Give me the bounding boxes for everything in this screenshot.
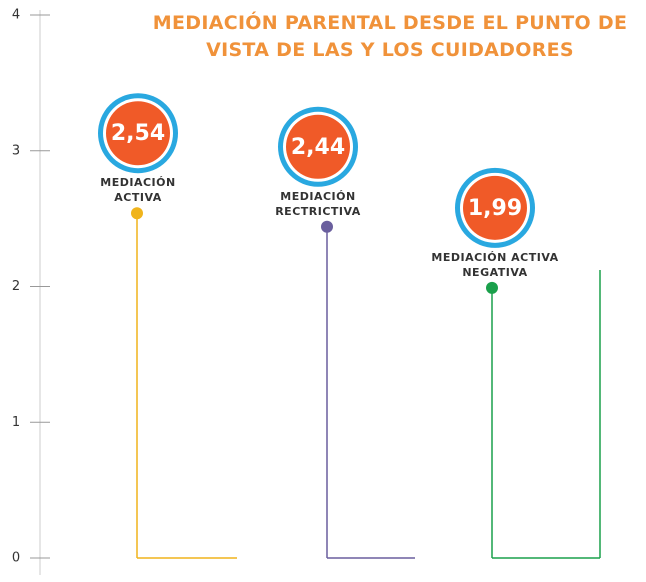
category-label: MEDIACIÓN ACTIVA [100,176,176,205]
y-tick-label: 0 [12,551,20,566]
dot [321,220,333,233]
chart-title: MEDIACIÓN PARENTAL DESDE EL PUNTO DE VIS… [152,12,628,61]
category-label: MEDIACIÓN RECTRICTIVA [275,189,361,218]
value-label: 1,99 [468,196,522,221]
dot [131,207,143,220]
y-tick-label: 3 [12,143,20,158]
dot [486,281,498,294]
value-label: 2,44 [291,135,345,160]
y-tick-label: 4 [12,8,20,23]
badge [286,114,350,179]
y-tick-label: 1 [12,415,20,430]
badge [463,175,527,240]
category-label: MEDIACIÓN ACTIVA NEGATIVA [431,250,559,279]
value-label: 2,54 [111,121,165,146]
badge [106,101,170,166]
y-tick-label: 2 [12,279,20,294]
